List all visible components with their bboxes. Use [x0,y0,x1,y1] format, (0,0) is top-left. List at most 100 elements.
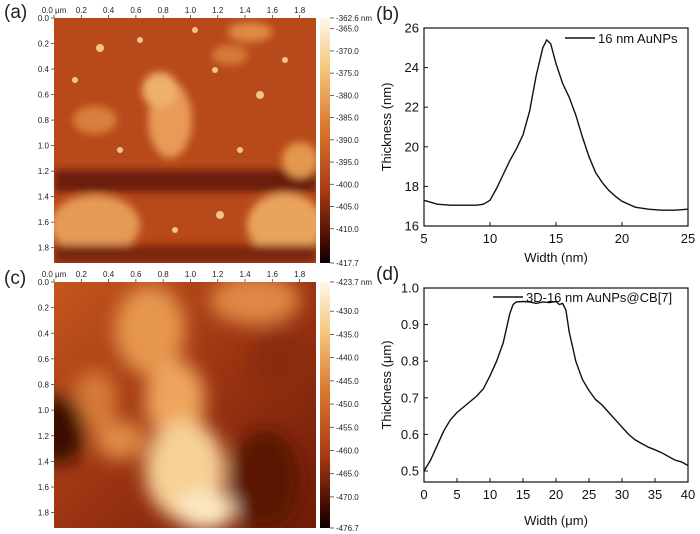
afm-a-x-tick-label: 1.4 [239,6,251,15]
chart-d: 0 5 10 15 20 25 30 35 40 0.5 0.6 0.7 0.8 0.9 1.0 3D-1… [379,281,695,529]
afm-c-x-tick-label: 1.0 [185,270,197,279]
afm-c-y-tick-label: 1.0 [38,406,50,415]
afm-a-y-tick-label: 0.4 [38,65,50,74]
colorbar-a: -362.6 nm -365.0 -370.0 -375.0 -380.0 -385.0 -… [320,14,372,268]
colorbar-c-tick-label: -445.0 [336,377,359,386]
chart-b-x-tick-label: 5 [420,231,427,246]
afm-image-c: 0.0 μm 0.2 0.4 0.6 0.8 1.0 1.2 1.4 1.6 1.8 0.0 0.2… [38,270,316,528]
chart-d-x-tick-label: 40 [681,487,695,502]
afm-c-y-tick-label: 0.2 [38,304,50,313]
chart-d-legend-label: 3D-16 nm AuNPs@CB[7] [526,290,672,305]
colorbar-c-tick-label: -470.0 [336,493,359,502]
colorbar-a-tick-label: -370.0 [336,47,359,56]
chart-d-x-tick-label: 20 [549,487,563,502]
chart-b-x-ticks: 5 10 15 20 25 [420,222,695,246]
afm-a-x-ticks: 0.0 μm 0.2 0.4 0.6 0.8 1.0 1.2 1.4 1.6 1.8 [42,6,306,18]
colorbar-a-gradient [320,18,330,263]
chart-b-legend-label: 16 nm AuNPs [598,31,678,46]
afm-c-x-tick-label: 1.2 [212,270,224,279]
chart-d-y-ticks: 0.5 0.6 0.7 0.8 0.9 1.0 [401,281,428,479]
chart-b-y-tick-label: 16 [405,219,419,234]
colorbar-c-ticks: -423.7 nm -430.0 -435.0 -440.0 -445.0 -450.0 -… [330,278,372,533]
afm-a-x-tick-label: 1.6 [267,6,279,15]
colorbar-a-tick-label: -395.0 [336,158,359,167]
afm-a-x-tick-label: 0.4 [103,6,115,15]
chart-d-y-tick-label: 0.5 [401,464,419,479]
colorbar-c-tick-label: -435.0 [336,330,359,339]
afm-a-y-tick-label: 1.4 [38,193,50,202]
afm-a-y-tick-label: 1.8 [38,244,50,253]
afm-a-y-ticks: 0.0 0.2 0.4 0.6 0.8 1.0 1.2 1.4 1.6 1.8 [38,14,54,253]
afm-c-x-tick-label: 0.6 [130,270,142,279]
chart-d-x-tick-label: 30 [615,487,629,502]
afm-a-x-tick-label: 0.2 [76,6,88,15]
afm-a-x-tick-label: 0.8 [158,6,170,15]
panel-label-d: (d) [376,264,400,285]
afm-a-y-tick-label: 1.6 [38,218,50,227]
chart-d-y-tick-label: 0.6 [401,427,419,442]
colorbar-c-tick-label: -440.0 [336,354,359,363]
colorbar-a-tick-label: -410.0 [336,225,359,234]
chart-b-series-line [423,38,689,211]
chart-d-x-tick-label: 0 [420,487,427,502]
afm-c-x-tick-label: 0.2 [76,270,88,279]
afm-a-x-tick-label: 1.2 [212,6,224,15]
chart-b-y-tick-label: 24 [405,60,419,75]
colorbar-c-tick-label: -450.0 [336,400,359,409]
afm-a-y-tick-label: 1.2 [38,167,50,176]
chart-d-x-tick-label: 15 [516,487,530,502]
afm-c-x-tick-label: 0.8 [158,270,170,279]
afm-a-x-tick-label: 1.0 [185,6,197,15]
panel-label-b: (b) [376,4,400,25]
chart-d-y-tick-label: 0.7 [401,390,419,405]
afm-c-y-tick-label: 1.6 [38,483,50,492]
afm-a-x-tick-label: 0.6 [130,6,142,15]
panel-label-c: (c) [4,268,27,289]
colorbar-a-tick-label: -405.0 [336,203,359,212]
colorbar-c-tick-label: -430.0 [336,307,359,316]
chart-b-x-tick-label: 15 [549,231,563,246]
afm-c-y-ticks: 0.0 0.2 0.4 0.6 0.8 1.0 1.2 1.4 1.6 1.8 [38,278,54,518]
afm-c-y-tick-label: 0.8 [38,381,50,390]
afm-image-a-features [54,22,316,263]
colorbar-c-tick-label: -460.0 [336,446,359,455]
chart-b-x-axis-label: Width (nm) [524,250,588,265]
afm-a-y-tick-label: 1.0 [38,142,50,151]
colorbar-c: -423.7 nm -430.0 -435.0 -440.0 -445.0 -450.0 -… [320,278,372,533]
afm-c-x-ticks: 0.0 μm 0.2 0.4 0.6 0.8 1.0 1.2 1.4 1.6 1.8 [42,270,306,282]
afm-c-y-tick-label: 1.4 [38,457,50,466]
afm-c-y-tick-label: 0.4 [38,329,50,338]
afm-c-y-tick-label: 0.6 [38,355,50,364]
chart-d-x-tick-label: 10 [483,487,497,502]
colorbar-a-tick-label: -362.6 nm [336,14,372,23]
chart-d-x-ticks: 0 5 10 15 20 25 30 35 40 [420,478,695,502]
chart-b: 5 10 15 20 25 16 18 20 22 24 26 16 nm AuNPs Width… [379,21,695,266]
afm-c-x-tick-label: 0.4 [103,270,115,279]
afm-c-x-tick-label: 0.0 μm [42,270,67,279]
afm-c-y-tick-label: 1.8 [38,509,50,518]
colorbar-c-tick-label: -476.7 [336,524,359,533]
chart-b-x-tick-label: 10 [483,231,497,246]
afm-c-x-tick-label: 1.8 [294,270,306,279]
colorbar-a-tick-label: -417.7 [336,259,359,268]
afm-a-y-tick-label: 0.2 [38,40,50,49]
chart-d-x-tick-label: 5 [453,487,460,502]
chart-b-y-tick-label: 26 [405,21,419,36]
chart-b-y-tick-label: 18 [405,179,419,194]
afm-a-y-tick-label: 0.0 [38,14,50,23]
colorbar-c-tick-label: -423.7 nm [336,278,372,287]
afm-c-x-tick-label: 1.4 [239,270,251,279]
afm-image-c-features [54,282,310,528]
chart-b-y-axis-label: Thickness (nm) [379,83,394,172]
chart-d-frame [423,287,689,483]
colorbar-a-tick-label: -365.0 [336,25,359,34]
chart-d-y-tick-label: 0.9 [401,317,419,332]
colorbar-a-tick-label: -380.0 [336,91,359,100]
afm-c-y-tick-label: 0.0 [38,278,50,287]
afm-a-x-tick-label: 1.8 [294,6,306,15]
chart-b-x-tick-label: 20 [615,231,629,246]
colorbar-a-tick-label: -375.0 [336,69,359,78]
chart-d-x-tick-label: 25 [582,487,596,502]
chart-d-y-tick-label: 1.0 [401,281,419,296]
